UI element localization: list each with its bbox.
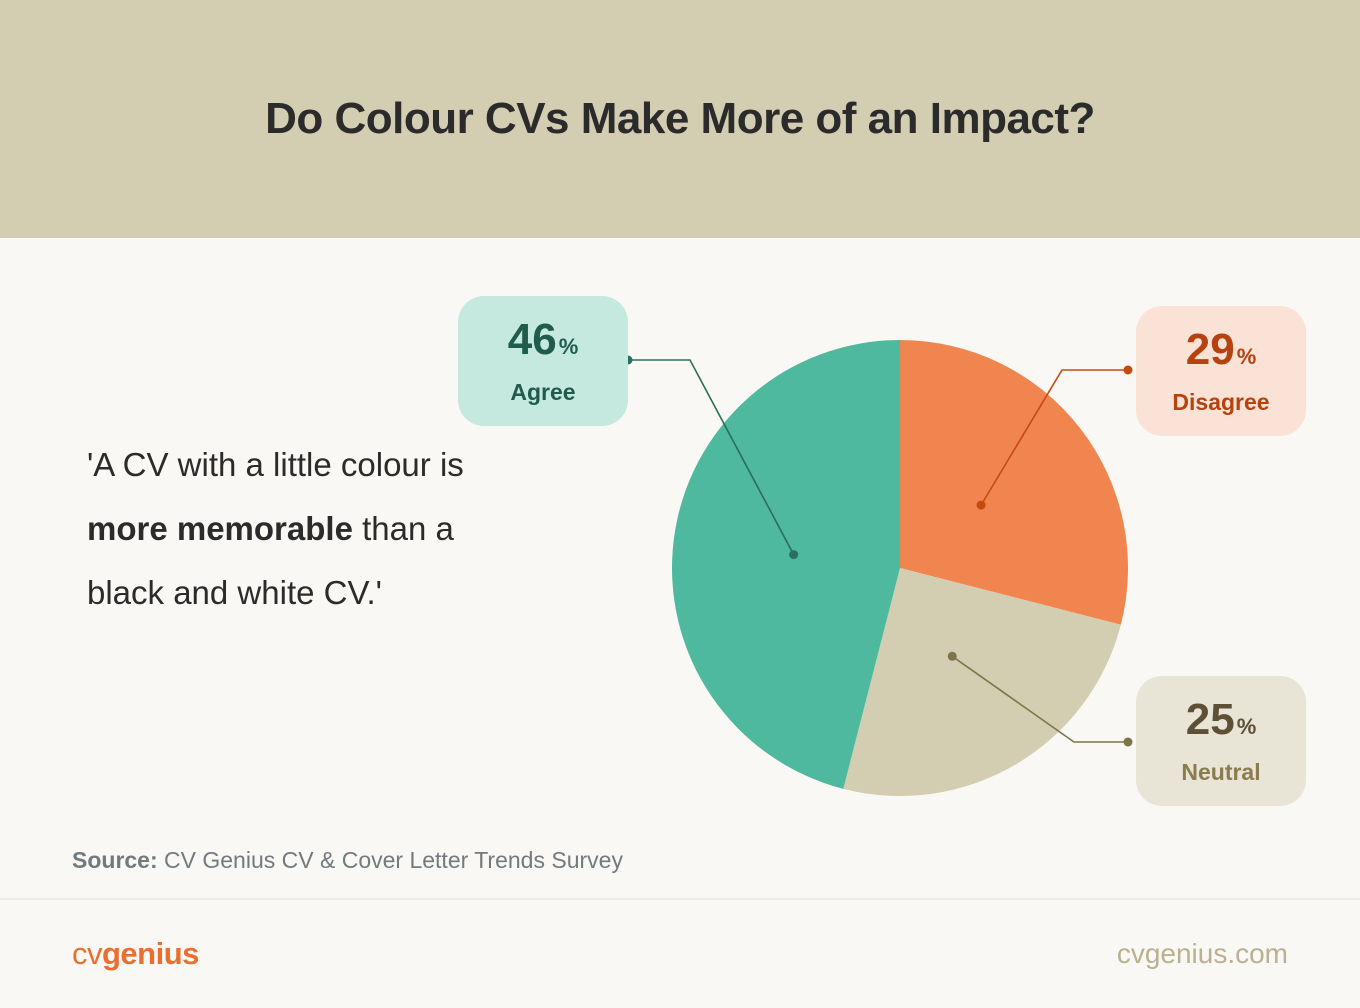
header-banner: Do Colour CVs Make More of an Impact?	[0, 0, 1360, 238]
website-link[interactable]: cvgenius.com	[1116, 938, 1288, 969]
footer: cvgenius cvgenius.com	[0, 898, 1360, 1008]
pie-slice-disagree	[900, 340, 1128, 625]
agree-value: 46%	[508, 316, 579, 371]
source-label: Source:	[72, 847, 158, 873]
page-title: Do Colour CVs Make More of an Impact?	[265, 94, 1095, 143]
leader-line-neutral	[951, 655, 1128, 743]
survey-quote: 'A CV with a little colour is more memor…	[87, 433, 477, 625]
callout-disagree: 29% Disagree	[1136, 306, 1306, 436]
neutral-unit: %	[1236, 714, 1257, 739]
disagree-unit: %	[1236, 344, 1257, 369]
agree-label: Agree	[510, 379, 576, 405]
pie-slice-neutral	[843, 568, 1121, 796]
neutral-label: Neutral	[1181, 759, 1261, 785]
logo-cv: cv	[72, 936, 103, 971]
source-note: Source: CV Genius CV & Cover Letter Tren…	[72, 847, 623, 874]
source-text: CV Genius CV & Cover Letter Trends Surve…	[157, 847, 623, 873]
leader-dot-neutral-inner	[947, 651, 957, 661]
neutral-value: 25%	[1186, 696, 1257, 751]
leader-dot-neutral-outer	[1123, 737, 1133, 747]
pie-slice-agree	[671, 340, 900, 789]
quote-text-1: 'A CV with a little colour is	[87, 446, 464, 483]
logo-genius: genius	[102, 936, 199, 971]
callout-neutral: 25% Neutral	[1136, 676, 1306, 806]
leader-dot-disagree-inner	[976, 500, 986, 510]
neutral-number: 25	[1185, 695, 1235, 744]
disagree-value: 29%	[1186, 326, 1257, 381]
agree-unit: %	[558, 334, 579, 359]
leader-dot-agree-inner	[789, 550, 799, 560]
callout-agree: 46% Agree	[458, 296, 628, 426]
main-panel: 'A CV with a little colour is more memor…	[0, 238, 1360, 898]
leader-line-agree	[628, 359, 795, 555]
pie-chart	[623, 340, 1133, 796]
agree-number: 46	[507, 315, 557, 364]
leader-dot-disagree-outer	[1123, 365, 1133, 375]
quote-emphasis: more memorable	[87, 510, 353, 547]
disagree-label: Disagree	[1172, 389, 1270, 415]
leader-line-disagree	[980, 369, 1128, 506]
cvgenius-logo[interactable]: cvgenius	[72, 936, 199, 972]
disagree-number: 29	[1185, 325, 1235, 374]
quote-text-2: than a black and white CV.'	[87, 510, 454, 611]
